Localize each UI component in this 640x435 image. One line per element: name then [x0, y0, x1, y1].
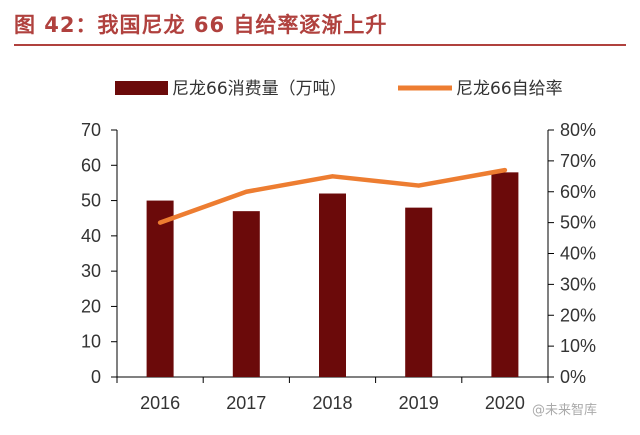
bar	[232, 211, 260, 377]
x-tick-label: 2016	[140, 393, 180, 413]
x-tick-label: 2018	[312, 393, 352, 413]
bar	[491, 172, 519, 377]
line-series	[157, 167, 508, 225]
figure-title: 图 42：我国尼龙 66 自给率逐渐上升	[14, 13, 388, 37]
watermark: @未来智库	[532, 402, 597, 418]
left-tick-label: 40	[81, 226, 101, 246]
x-tick-label: 2019	[399, 393, 439, 413]
x-tick-label: 2017	[226, 393, 266, 413]
left-tick-label: 30	[81, 261, 101, 281]
left-tick-label: 60	[81, 155, 101, 175]
title-rule	[14, 44, 626, 46]
bars	[146, 172, 519, 377]
right-tick-label: 70%	[560, 151, 596, 171]
x-tick-label: 2020	[485, 393, 525, 413]
bar	[405, 207, 433, 377]
bar	[146, 200, 174, 377]
tick-labels: 0 10 20 30 40 50 60 70 0% 10% 20% 30% 40% 50% 60% 70% 80…	[81, 120, 596, 413]
left-tick-label: 50	[81, 191, 101, 211]
left-tick-label: 10	[81, 332, 101, 352]
right-tick-label: 20%	[560, 305, 596, 325]
right-tick-label: 30%	[560, 274, 596, 294]
right-tick-label: 10%	[560, 336, 596, 356]
right-tick-label: 60%	[560, 182, 596, 202]
left-tick-label: 20	[81, 296, 101, 316]
legend-line-label: 尼龙66自给率	[456, 79, 563, 99]
left-tick-label: 70	[81, 120, 101, 140]
legend-bar-swatch	[115, 81, 168, 95]
bar	[319, 193, 346, 377]
right-tick-label: 40%	[560, 244, 596, 264]
legend: 尼龙66消费量（万吨） 尼龙66自给率	[115, 79, 563, 99]
left-tick-label: 0	[91, 367, 101, 387]
legend-bar-label: 尼龙66消费量（万吨）	[172, 79, 347, 99]
right-tick-label: 80%	[560, 120, 596, 140]
right-tick-label: 0%	[560, 367, 586, 387]
right-tick-label: 50%	[560, 213, 596, 233]
